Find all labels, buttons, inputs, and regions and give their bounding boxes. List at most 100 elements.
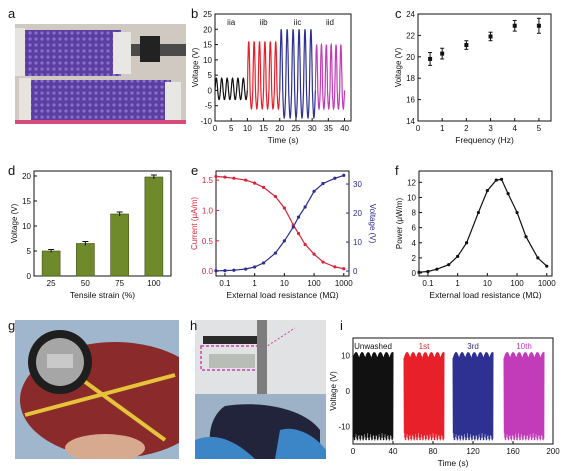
panel-c-ytick-label: 16 <box>406 96 415 105</box>
panel-f-point <box>545 264 549 268</box>
panel-e-xtick-label: 1000 <box>335 279 353 288</box>
panel-e-left-ytick-label: 0.5 <box>202 237 214 246</box>
panel-b-xtick-label: 30 <box>308 124 317 133</box>
panel-f-point <box>447 263 451 267</box>
panel-letter-g: g <box>8 318 15 333</box>
panel-f-point <box>494 178 498 182</box>
panel-e-xtick-label: 100 <box>307 279 321 288</box>
panel-letter-d: d <box>8 163 15 178</box>
panel-e-point-voltage <box>312 189 316 193</box>
panel-e-point-current <box>223 175 227 179</box>
panel-d-bar <box>110 213 129 277</box>
panel-f-ytick-label: 6 <box>412 224 417 233</box>
panel-b-series-iic <box>279 29 316 120</box>
panel-i-xtick-label: 160 <box>506 447 520 456</box>
panel-f-frame <box>418 170 553 277</box>
panel-i-xtick-label: 0 <box>351 447 356 456</box>
panel-f-point <box>464 241 469 245</box>
panel-e-series-voltage <box>215 174 344 272</box>
panel-f-point <box>506 192 510 196</box>
panel-d-category-label: 25 <box>47 279 56 288</box>
panel-e-point-current <box>273 194 278 199</box>
panel-i-ylabel: Voltage (V) <box>329 371 338 411</box>
panel-c-xtick-label: 4 <box>513 124 518 133</box>
panel-f-ylabel: Power (μW/m) <box>395 198 404 250</box>
panel-f-point <box>536 256 540 260</box>
panel-b-frame <box>214 13 352 122</box>
panel-e-point-voltage <box>261 261 266 265</box>
panel-e-point-current <box>253 181 257 185</box>
panel-e-frame <box>215 170 350 277</box>
panel-d-bar <box>76 243 95 277</box>
panel-d-ytick-label: 15 <box>22 197 31 206</box>
panel-b-xtick-label: 5 <box>229 124 234 133</box>
panel-b-xlabel: Time (s) <box>268 135 299 145</box>
panel-b-ytick-label: -10 <box>200 117 212 126</box>
panel-e-ylabel-right: Voltage (V) <box>368 204 377 244</box>
panel-e-right-ytick-label: 20 <box>353 209 362 218</box>
panel-d-category-label: 100 <box>147 279 161 288</box>
panel-b-xtick-label: 40 <box>340 124 349 133</box>
panel-letter-b: b <box>191 6 198 21</box>
panel-b-series-iia <box>214 77 248 101</box>
panel-c-ytick-label: 22 <box>406 31 415 40</box>
photo-a-illustration <box>15 24 186 124</box>
panel-e-point-voltage <box>321 181 325 186</box>
panel-e-ylabel-left: Current (μA/m) <box>190 197 199 250</box>
panel-b-series-label-iia: iia <box>227 18 236 27</box>
panel-c-xtick-label: 0 <box>416 124 421 133</box>
panel-e-point-current <box>296 231 301 236</box>
panel-c-chart: 0 1 2 3 4 5 14 16 18 20 22 24 Frequency (Hz) Voltage … <box>394 10 552 145</box>
panel-f-xtick-label: 0.1 <box>422 279 434 288</box>
panel-c-ytick-label: 18 <box>406 74 415 83</box>
panel-letter-i: i <box>340 318 343 333</box>
panel-c-ytick-label: 14 <box>406 117 415 126</box>
panel-d-frame <box>33 170 172 277</box>
panel-f-series-power <box>418 178 548 273</box>
panel-e-point-voltage <box>253 265 257 269</box>
panel-b-xtick-label: 25 <box>291 124 300 133</box>
panel-e-xlabel: External load resistance (MΩ) <box>226 290 338 300</box>
panel-d-category-label: 50 <box>81 279 90 288</box>
panel-f-chart: 0.1 1 10 100 1000 0 2 4 6 8 10 12 External load resi… <box>395 170 556 300</box>
panel-d-ytick-label: 5 <box>27 247 32 256</box>
panel-e-right-ytick-label: 0 <box>353 267 358 276</box>
panel-i-xtick-label: 200 <box>546 447 560 456</box>
panel-e-xtick-label: 0.1 <box>219 279 231 288</box>
panel-c-point <box>512 23 517 28</box>
photo-a-fabric-stretcher <box>15 24 186 124</box>
panel-e-right-ytick-label: 30 <box>353 180 362 189</box>
panel-c-xlabel: Frequency (Hz) <box>455 135 514 145</box>
panel-letter-a: a <box>8 6 16 21</box>
panel-c-frame <box>417 13 552 122</box>
panel-f-ytick-label: 0 <box>412 269 417 278</box>
panel-e-point-current <box>321 260 325 264</box>
panel-b-series-label-iib: iib <box>260 18 269 27</box>
panel-b-series-iib <box>246 41 281 111</box>
panel-letter-f: f <box>395 163 399 178</box>
panel-f-point <box>417 270 421 274</box>
panel-e-point-current <box>303 242 307 247</box>
panel-c-xtick-label: 3 <box>488 124 493 133</box>
panel-e-point-voltage <box>214 269 218 273</box>
panel-b-xtick-label: 10 <box>243 124 252 133</box>
panel-f-xtick-label: 1000 <box>538 279 556 288</box>
photo-g-illustration <box>15 320 179 459</box>
panel-letter-h: h <box>190 318 197 333</box>
panel-c-xtick-label: 5 <box>537 124 542 133</box>
panel-i-chart: Unwashed 1st 3rd 10th 0 40 80 120 160 200 -10 0 10 Ti… <box>329 337 560 468</box>
panel-i-series-Unwashed <box>352 352 394 441</box>
panel-c-point <box>488 34 493 39</box>
panel-e-xtick-label: 10 <box>280 279 289 288</box>
panel-b-series-label-iid: iid <box>326 18 334 27</box>
panel-b-series-label-iic: iic <box>294 18 302 27</box>
panel-f-point <box>515 210 519 215</box>
panel-f-point <box>499 177 504 181</box>
panel-e-series-current <box>215 175 344 270</box>
panel-d-ytick-label: 20 <box>22 172 31 181</box>
panel-e-xtick-label: 1 <box>252 279 257 288</box>
panel-letter-c: c <box>395 6 402 21</box>
panel-e-point-current <box>312 252 316 256</box>
